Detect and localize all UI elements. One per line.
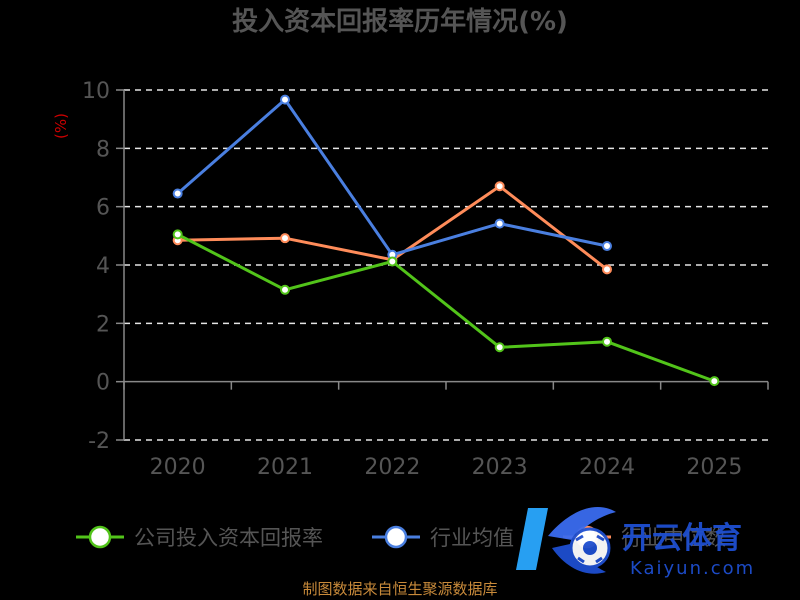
series-line-0 bbox=[177, 233, 715, 383]
data-point-s0-1 bbox=[280, 284, 290, 295]
series-lines bbox=[172, 94, 720, 387]
x-tick-label: 2021 bbox=[257, 455, 313, 480]
x-tick-labels: 2020 2021 2022 2023 2024 2025 bbox=[150, 455, 743, 480]
watermark-k-emblem-icon bbox=[516, 506, 616, 574]
x-tick-label: 2020 bbox=[150, 455, 206, 480]
y-tick-label: 4 bbox=[96, 254, 110, 279]
axes bbox=[116, 89, 769, 441]
data-source-note: 制图数据来自恒生聚源数据库 bbox=[302, 580, 497, 598]
data-point-s1-0 bbox=[172, 188, 183, 199]
legend-label[interactable]: 行业中位数 bbox=[621, 526, 726, 550]
watermark-logo: 开云体育 Kaiyun.com bbox=[516, 506, 755, 579]
chart-title: 投入资本回报率历年情况(%) bbox=[232, 6, 568, 37]
data-point-s2-1 bbox=[280, 233, 290, 244]
x-tick-label: 2024 bbox=[579, 455, 635, 480]
y-tick-label: -2 bbox=[88, 429, 110, 454]
x-tick-label: 2025 bbox=[686, 455, 742, 480]
data-point-s2-4 bbox=[602, 264, 612, 275]
watermark-domain: Kaiyun.com bbox=[630, 558, 755, 579]
y-tick-label: 0 bbox=[96, 371, 110, 396]
data-point-s1-1 bbox=[280, 94, 290, 105]
y-tick-label: 8 bbox=[96, 137, 110, 162]
x-tick-label: 2023 bbox=[472, 455, 528, 480]
data-point-s0-5 bbox=[709, 376, 720, 387]
legend-swatch-marker bbox=[88, 525, 112, 549]
data-point-s0-2 bbox=[387, 256, 398, 267]
data-point-s1-3 bbox=[494, 218, 505, 229]
y-tick-label: 2 bbox=[96, 312, 110, 337]
legend-label[interactable]: 公司投入资本回报率 bbox=[134, 526, 323, 550]
y-tick-label: 10 bbox=[82, 79, 110, 104]
legend-swatch-marker bbox=[384, 525, 408, 549]
data-point-s0-3 bbox=[494, 342, 505, 353]
data-point-s0-0 bbox=[172, 229, 183, 240]
data-point-s0-4 bbox=[602, 336, 612, 347]
data-point-s2-3 bbox=[494, 181, 505, 192]
legend: 公司投入资本回报率 行业均值 行业中位数 bbox=[76, 525, 726, 550]
series-line-1 bbox=[176, 98, 608, 257]
legend-label[interactable]: 行业均值 bbox=[430, 526, 514, 550]
data-point-s1-4 bbox=[602, 241, 612, 252]
y-axis-label: (%) bbox=[52, 113, 70, 139]
x-tick-label: 2022 bbox=[364, 455, 420, 480]
watermark-brand: 开云体育 bbox=[622, 521, 742, 556]
y-tick-label: 6 bbox=[96, 196, 110, 221]
grid-lines bbox=[124, 89, 768, 441]
y-tick-labels: 10 8 6 4 2 0 -2 bbox=[82, 79, 110, 454]
